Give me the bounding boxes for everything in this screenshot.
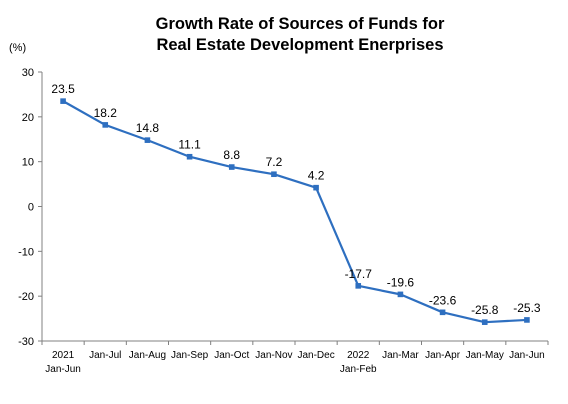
x-tick-label: Jan-Apr [425,350,461,361]
data-label: 7.2 [266,155,283,169]
data-point-marker [439,309,446,316]
series-line [62,100,527,324]
y-tick-label: -10 [18,246,34,258]
x-tick-label: Jan-May [466,350,504,361]
x-tick-label: 2021 [52,350,75,361]
chart-title: Growth Rate of Sources of Funds for Real… [155,15,445,54]
y-tick-label: 0 [28,202,34,214]
y-tick-label: 20 [22,112,34,124]
data-point-marker [271,171,277,178]
y-tick-label: -20 [18,291,34,303]
data-label: 8.8 [223,148,240,162]
data-label: -23.6 [429,293,457,307]
y-axis-unit: (%) [9,42,27,54]
x-tick-label: Jan-Jun [45,364,81,375]
data-label: 14.8 [136,121,160,135]
x-tick-label: 2022 [347,350,370,361]
y-tick-label: -30 [18,336,34,348]
data-label: 18.2 [94,106,118,120]
y-tick-label: 10 [22,157,34,169]
y-tick-label: 30 [22,67,34,79]
x-tick-label: Jan-Nov [255,350,292,361]
data-label: -25.8 [471,303,499,317]
data-label: -17.7 [345,267,373,281]
data-point-marker [524,317,530,323]
data-label: 11.1 [178,138,201,152]
data-point-marker [186,153,193,160]
data-point-marker [481,319,488,325]
data-label: 4.2 [308,169,325,183]
data-point-marker [144,137,151,143]
data-point-marker [313,184,319,191]
x-tick-label: Jan-Jun [509,350,545,361]
data-label: 23.5 [51,82,75,96]
x-tick-label: Jan-Dec [297,350,334,361]
data-point-marker [228,164,235,170]
data-point-marker [397,291,404,298]
data-label: -25.3 [513,301,541,315]
x-tick-label: Jan-Oct [214,350,249,361]
data-label: -19.6 [387,275,415,289]
data-point-marker [102,122,109,128]
x-tick-label: Jan-Sep [171,350,209,361]
x-tick-label: Jan-Mar [382,350,419,361]
x-tick-label: Jan-Feb [340,364,377,375]
data-point-marker [60,98,66,104]
data-point-marker [355,283,362,289]
x-tick-label: Jan-Jul [89,350,121,361]
x-tick-label: Jan-Aug [129,350,166,361]
